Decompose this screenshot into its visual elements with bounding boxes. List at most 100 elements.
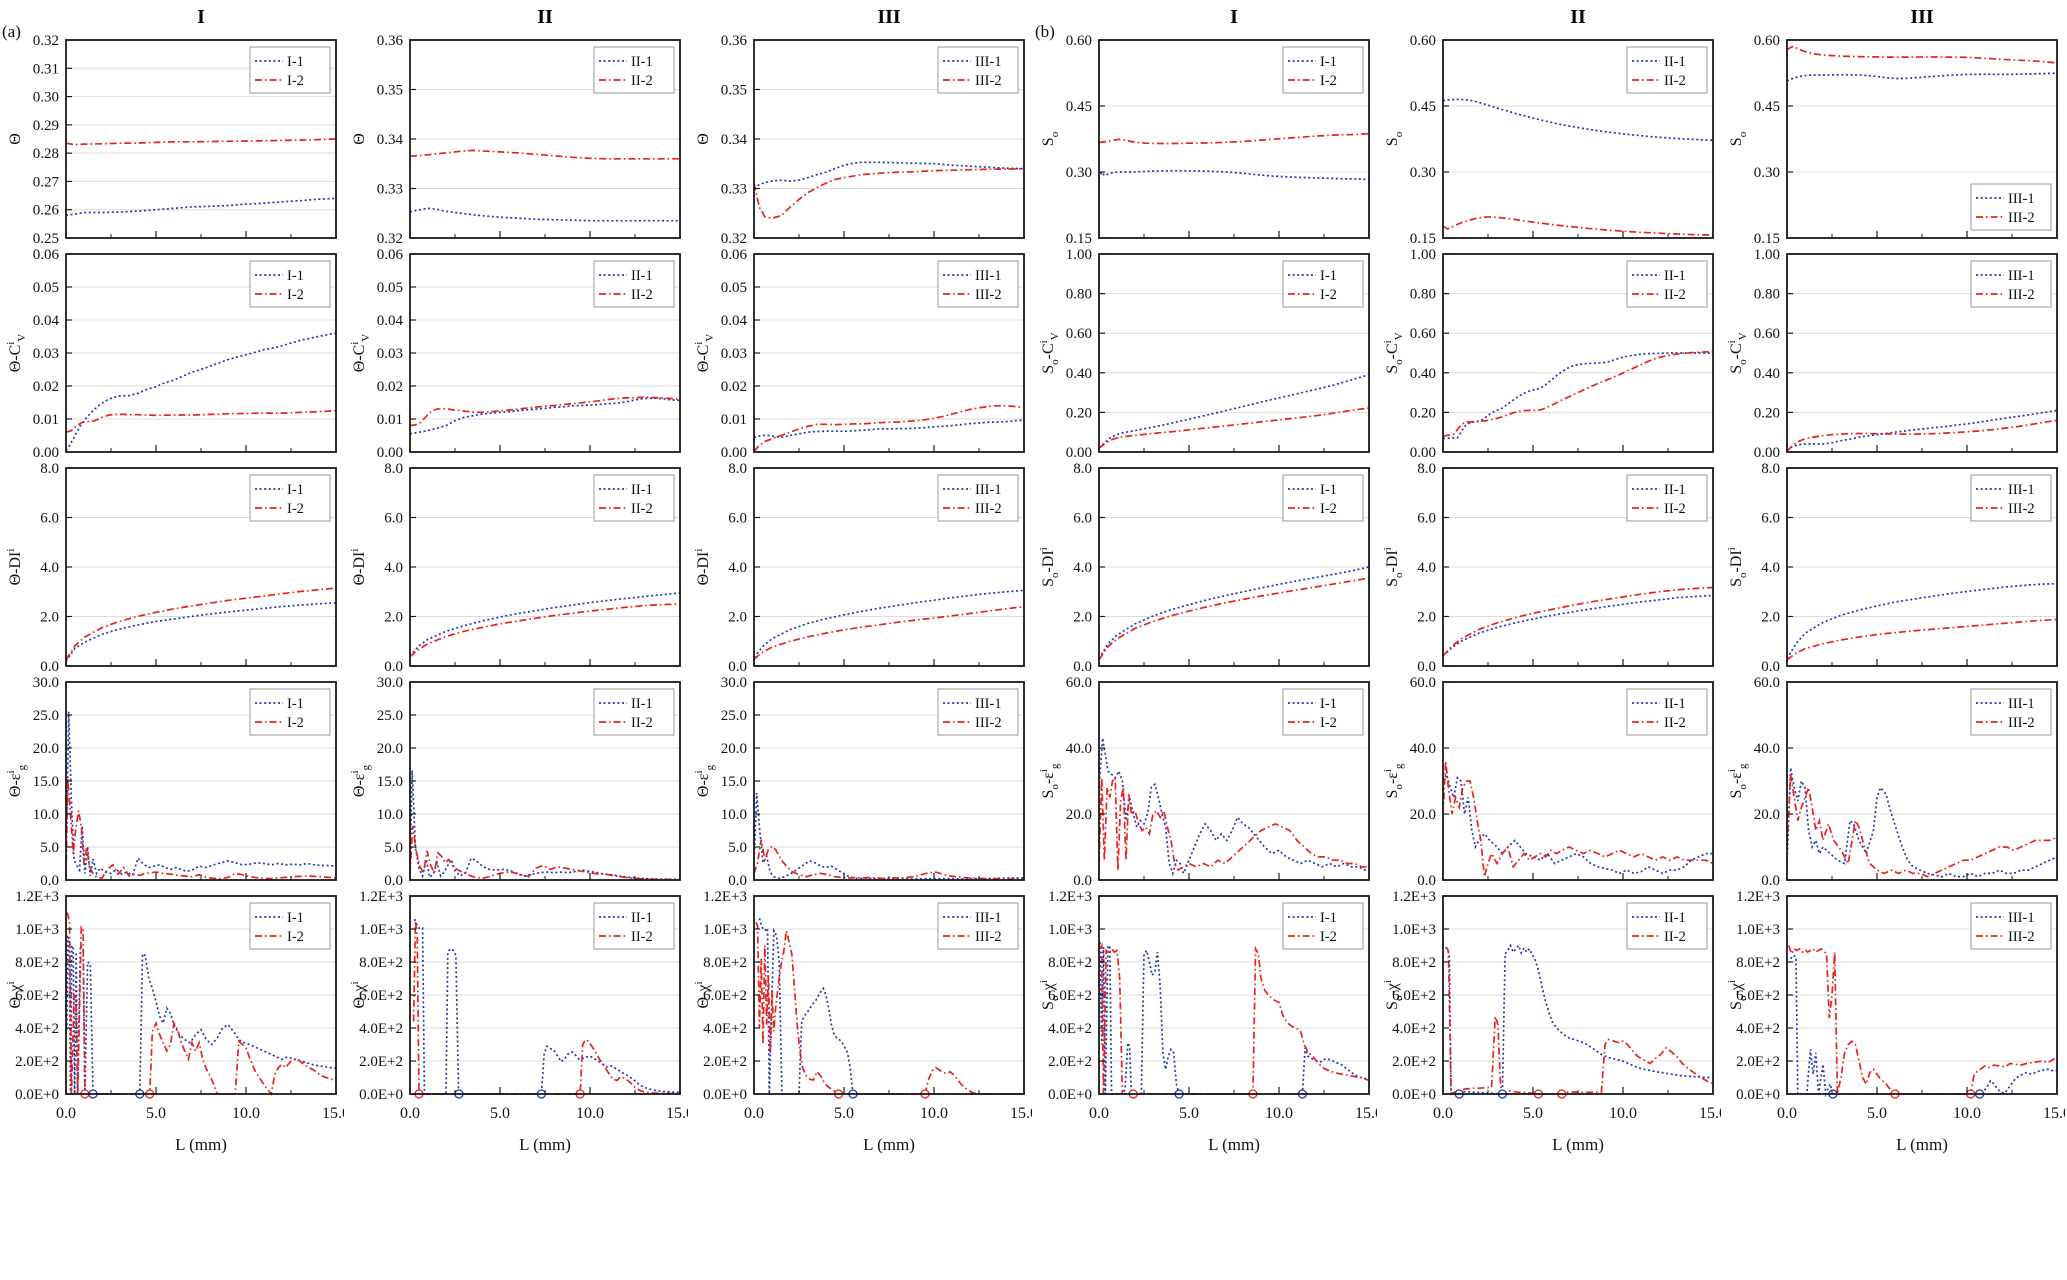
subplot-b-r3-II: 0.0 2.0 4.0 6.0 8.0 So-DIi II-1 II-2 xyxy=(1382,461,1714,674)
y-tick-label: 0.35 xyxy=(721,83,747,99)
legend-box xyxy=(1970,688,2052,736)
series-line xyxy=(1786,45,2058,64)
legend-box xyxy=(593,260,675,308)
subplot-b-r1-III: 0.15 0.30 0.45 0.60 So III-1 III-2 xyxy=(1728,33,2058,246)
y-tick-label: 0.02 xyxy=(721,379,747,395)
x-axis-label: L (mm) xyxy=(1208,1135,1260,1154)
plot-row-a-3: 0.0 2.0 4.0 6.0 8.0 Θ-DIi I-1 I-2 0.0 2.0 4.0 6.0 8.… xyxy=(0,460,1033,674)
x-tick-label: 10.0 xyxy=(1265,1105,1293,1122)
legend-label-1: I-1 xyxy=(287,54,304,70)
y-tick-label: 0.04 xyxy=(33,313,60,329)
y-axis-label: Θ-χi xyxy=(349,981,368,1008)
y-tick-label: 0.36 xyxy=(377,33,404,49)
series-line xyxy=(65,778,337,880)
subplot-b-r2-II: 0.00 0.20 0.40 0.60 0.80 1.00 So-CiV II-1 II-2 xyxy=(1382,247,1714,460)
y-tick-label: 2.0 xyxy=(40,610,59,626)
y-tick-label: 0.45 xyxy=(1066,99,1092,115)
y-tick-label: 0.04 xyxy=(377,313,404,329)
y-tick-label: 4.0 xyxy=(728,560,747,576)
x-tick-label: 10.0 xyxy=(1953,1105,1981,1122)
y-tick-label: 6.0E+2 xyxy=(15,988,59,1004)
x-tick-label: 5.0 xyxy=(146,1105,166,1122)
y-tick-label: 10.0 xyxy=(33,807,59,823)
y-axis-label: Θ-DIi xyxy=(349,549,368,586)
y-tick-label: 0.36 xyxy=(721,33,748,49)
series-line xyxy=(1786,618,2058,661)
y-tick-label: 0.20 xyxy=(1066,405,1092,421)
legend-label-2: I-2 xyxy=(1320,287,1337,303)
y-axis-label: So xyxy=(1728,131,1749,146)
y-tick-label: 0.0 xyxy=(1761,659,1780,674)
y-tick-label: 0.0E+0 xyxy=(359,1087,403,1103)
y-axis-label: Θ xyxy=(351,133,368,145)
x-tick-label: 5.0 xyxy=(1867,1105,1887,1122)
y-tick-label: 8.0E+2 xyxy=(703,955,747,971)
y-axis-label: Θ xyxy=(695,133,712,145)
legend-label-2: III-2 xyxy=(2008,287,2035,303)
y-tick-label: 0.45 xyxy=(1410,99,1436,115)
series-line xyxy=(1786,767,2058,878)
legend-label-2: III-2 xyxy=(2008,715,2035,731)
legend-label-2: I-2 xyxy=(287,715,304,731)
legend-label-1: III-1 xyxy=(2008,268,2035,284)
subplot-b-r5-II: 0.0E+0 2.0E+2 4.0E+2 6.0E+2 8.0E+2 1.0E+3 1.2E… xyxy=(1382,889,1721,1154)
series-line xyxy=(65,711,337,877)
legend-label-2: II-2 xyxy=(631,715,653,731)
y-tick-label: 0.0 xyxy=(40,873,59,888)
y-tick-label: 1.2E+3 xyxy=(703,889,747,905)
plot-row-a-1: 0.25 0.26 0.27 0.28 0.29 0.30 0.31 0.32 Θ I-1 I-2 0… xyxy=(0,32,1033,246)
y-tick-label: 1.00 xyxy=(1066,247,1092,263)
y-tick-label: 25.0 xyxy=(377,708,403,724)
subplot-b-r5-I: 0.0E+0 2.0E+2 4.0E+2 6.0E+2 8.0E+2 1.0E+3 1.2E… xyxy=(1038,889,1377,1154)
y-tick-label: 1.2E+3 xyxy=(1736,889,1780,905)
legend-box xyxy=(1626,46,1708,94)
series-line xyxy=(409,603,681,658)
y-tick-label: 1.2E+3 xyxy=(15,889,59,905)
legend: I-1I-2 xyxy=(249,260,331,308)
x-tick-label: 0.0 xyxy=(1777,1105,1797,1122)
series-line xyxy=(1787,945,2058,1095)
x-axis-label: L (mm) xyxy=(175,1135,227,1154)
legend-label-1: I-1 xyxy=(1320,696,1337,712)
legend-label-1: III-1 xyxy=(2008,482,2035,498)
legend-box xyxy=(593,46,675,94)
series-line xyxy=(1442,772,1713,875)
y-axis-label: So-χi xyxy=(1382,980,1405,1010)
legend-label-2: III-2 xyxy=(975,715,1002,731)
legend-box xyxy=(249,260,331,308)
y-tick-label: 0.60 xyxy=(1754,326,1780,342)
legend-label-1: II-1 xyxy=(631,54,653,70)
y-axis-label: So-CiV xyxy=(1726,332,1749,373)
legend-box xyxy=(249,46,331,94)
plot-row-b-2: 0.00 0.20 0.40 0.60 0.80 1.00 So-CiV I-1 I-2 0.00… xyxy=(1033,246,2066,460)
y-tick-label: 8.0 xyxy=(728,461,747,477)
series-line xyxy=(1442,350,1714,438)
y-tick-label: 8.0 xyxy=(1761,461,1780,477)
series-line xyxy=(1789,954,2057,1098)
y-tick-label: 1.2E+3 xyxy=(1392,889,1436,905)
series-line xyxy=(753,605,1025,660)
plot-row-b-1: 0.15 0.30 0.45 0.60 So I-1 I-2 0.15 0.30 0.45 0.60… xyxy=(1033,32,2066,246)
y-tick-label: 2.0E+2 xyxy=(15,1054,59,1070)
legend-box xyxy=(937,902,1019,950)
legend: III-1 III-2 xyxy=(1970,474,2052,522)
y-tick-label: 0.30 xyxy=(1410,165,1436,181)
y-tick-label: 0.00 xyxy=(1410,445,1436,460)
y-tick-label: 0.33 xyxy=(721,182,747,198)
x-axis-label: L (mm) xyxy=(1552,1135,1604,1154)
y-tick-label: 6.0E+2 xyxy=(703,988,747,1004)
y-tick-label: 30.0 xyxy=(721,675,747,691)
legend: II-1 II-2 xyxy=(1626,46,1708,94)
y-axis-label: Θ-χi xyxy=(693,981,712,1008)
y-tick-label: 15.0 xyxy=(377,774,403,790)
legend: I-1I-2 xyxy=(1282,474,1364,522)
series-line xyxy=(409,825,680,881)
y-tick-label: 4.0E+2 xyxy=(1392,1021,1436,1037)
legend: III-1 III-2 xyxy=(1970,183,2052,231)
y-tick-label: 0.33 xyxy=(377,182,403,198)
legend-box xyxy=(1970,474,2052,522)
y-tick-label: 20.0 xyxy=(721,741,747,757)
